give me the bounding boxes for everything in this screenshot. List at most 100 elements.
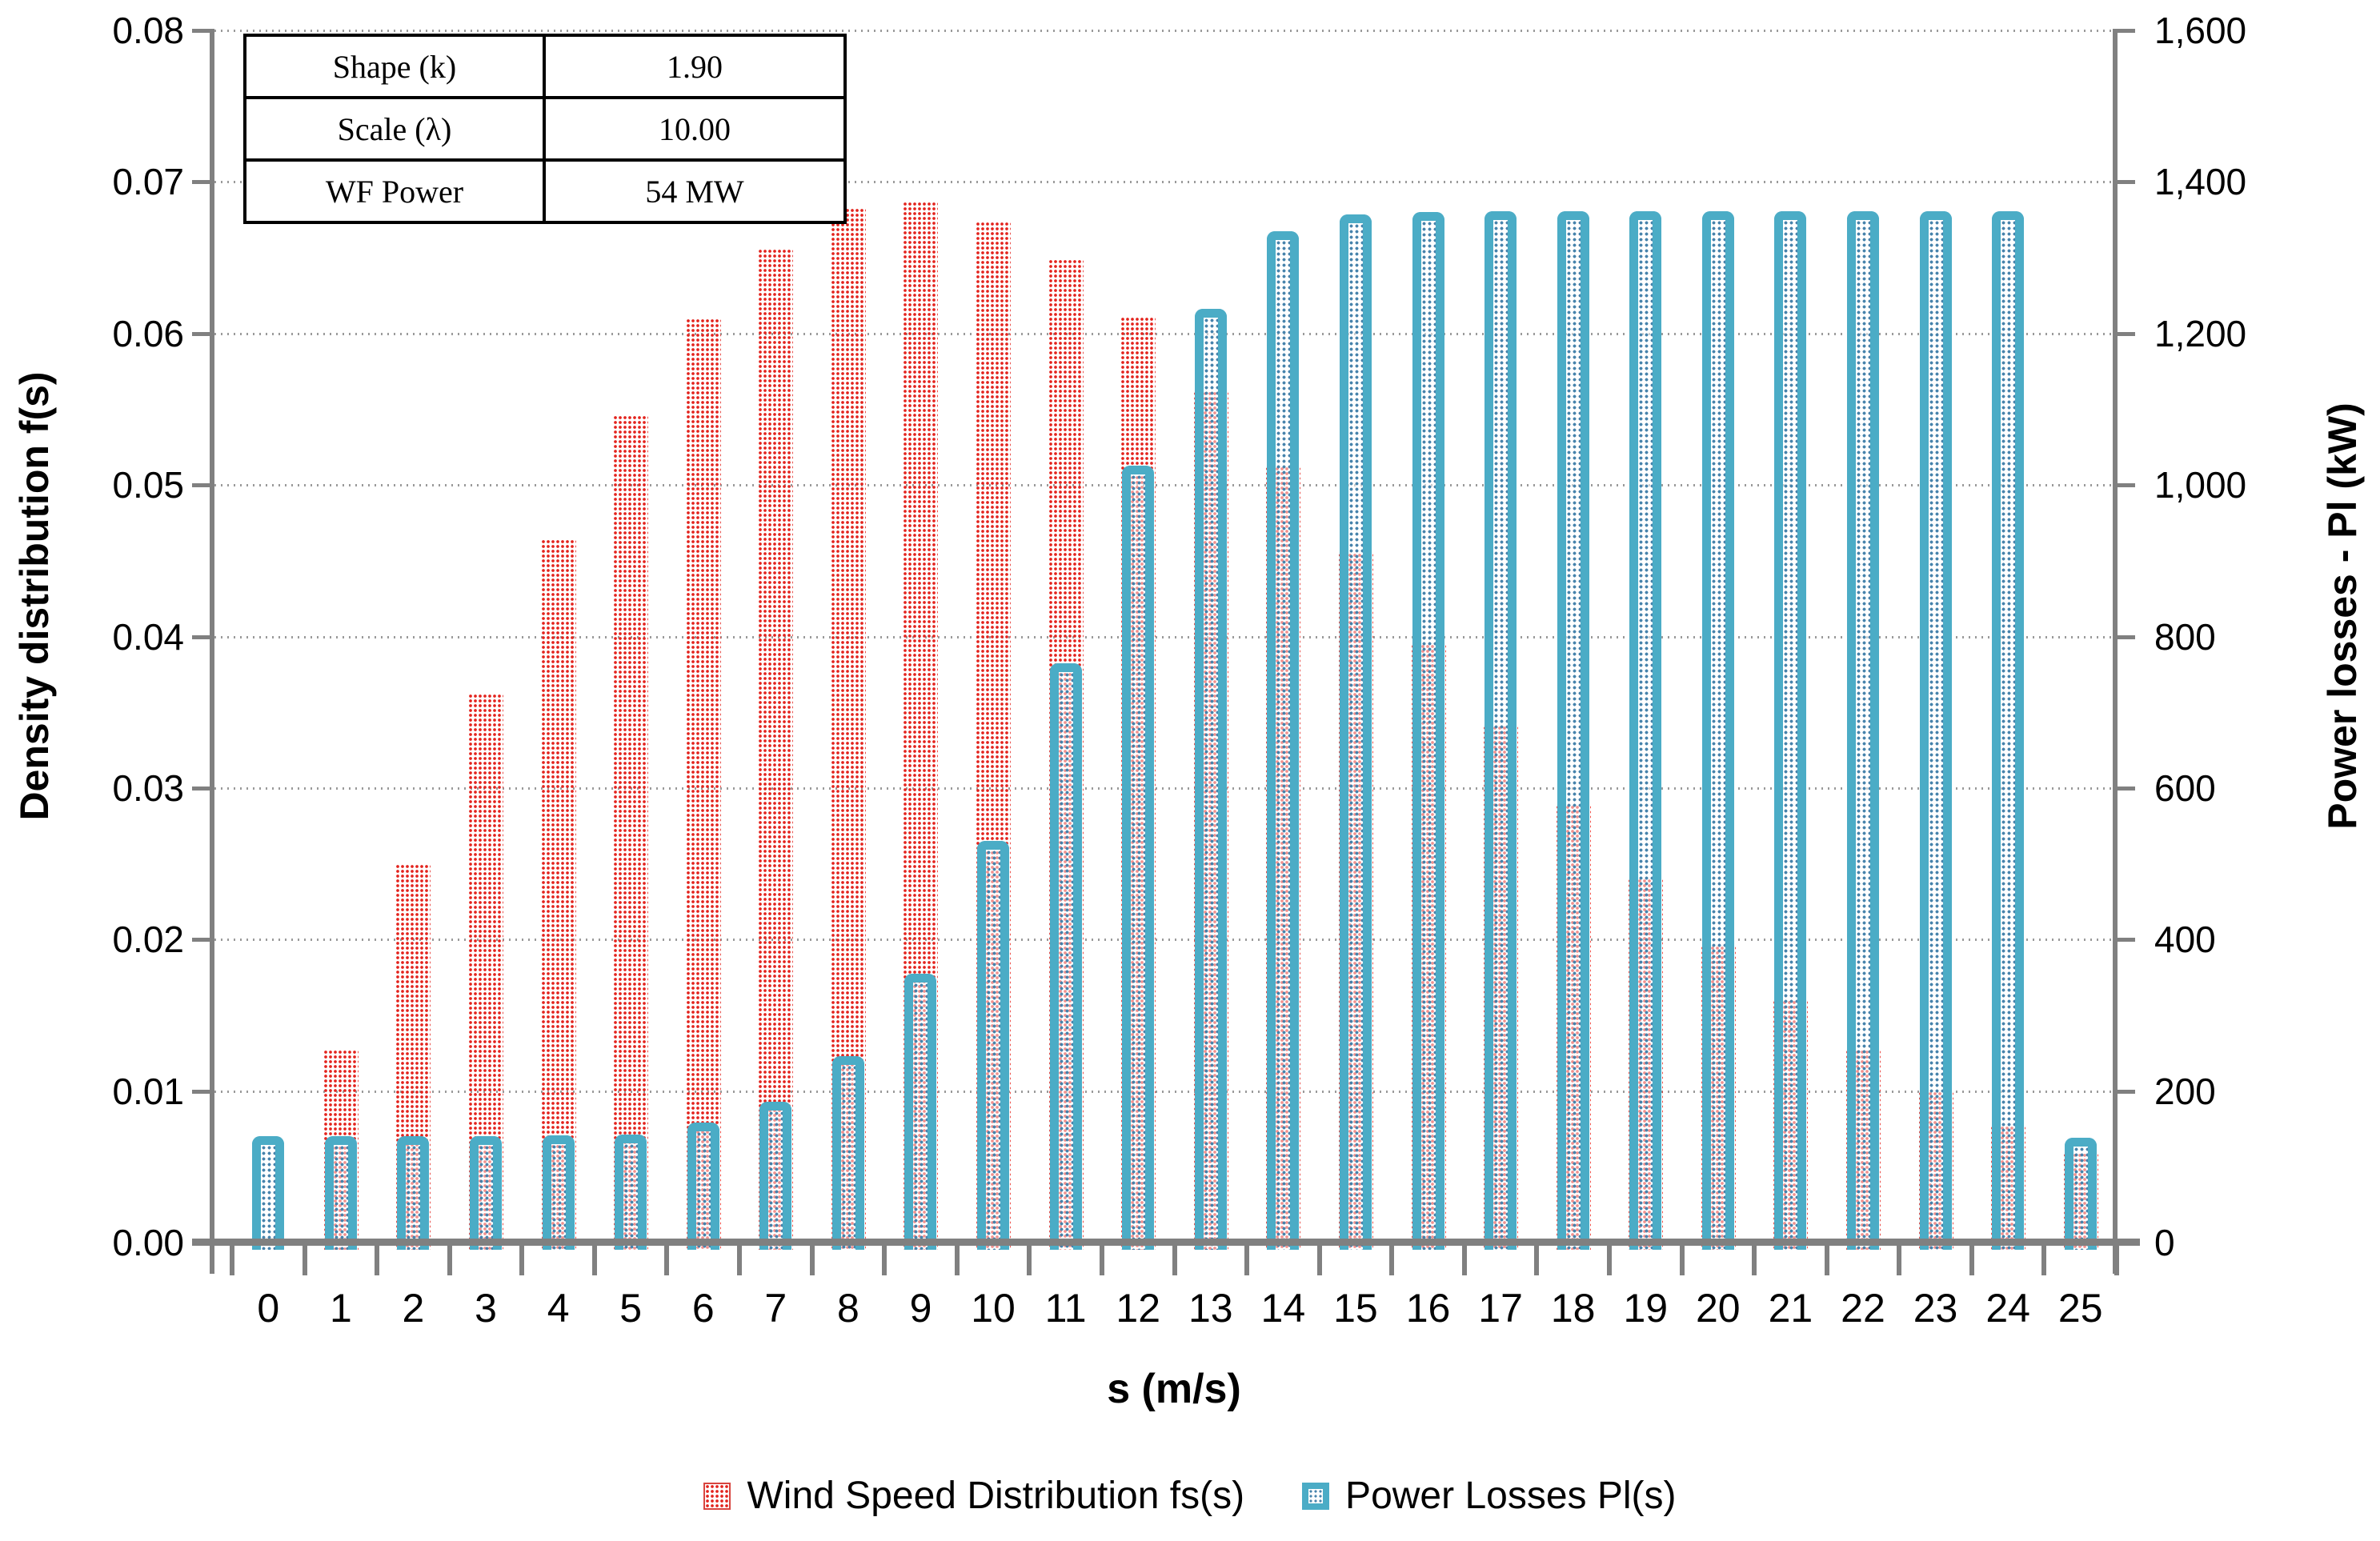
power-loss-bar (1701, 211, 1734, 1250)
x-boundary-tick (1027, 1243, 1032, 1275)
x-boundary-tick (1969, 1243, 1974, 1275)
y-gridline (214, 181, 2114, 184)
right-y-tick (2113, 786, 2135, 791)
power-losses-swatch-icon (1302, 1482, 1330, 1510)
left-y-tick (192, 29, 214, 33)
x-boundary-tick (809, 1243, 815, 1275)
x-boundary-tick (1534, 1243, 1540, 1275)
wind-speed-bar (613, 415, 649, 1250)
right-y-tick (2113, 180, 2135, 185)
right-y-tick-label: 800 (2154, 615, 2216, 658)
x-boundary-tick (591, 1243, 597, 1275)
x-tick-label: 13 (1188, 1286, 1233, 1331)
left-y-tick-label: 0.08 (112, 10, 184, 51)
left-y-tick-label: 0.05 (112, 464, 184, 506)
y-gridline (214, 332, 2114, 335)
x-tick-label: 4 (547, 1286, 570, 1331)
right-y-tick (2113, 938, 2135, 943)
power-loss-bar (1412, 212, 1444, 1250)
left-y-tick (192, 483, 214, 488)
x-boundary-tick (230, 1243, 234, 1275)
power-loss-bar (1122, 466, 1155, 1250)
y-gridline (214, 635, 2114, 638)
right-y-tick-label: 1,600 (2154, 10, 2247, 51)
x-tick-label: 2 (402, 1286, 425, 1331)
power-loss-bar (1194, 309, 1227, 1250)
x-boundary-tick (954, 1243, 960, 1275)
x-boundary-tick (882, 1243, 887, 1275)
chart-legend: Wind Speed Distribution fs(s) Power Losse… (0, 1474, 2380, 1518)
x-boundary-tick (737, 1243, 743, 1275)
left-y-tick (192, 180, 214, 185)
power-loss-bar (1629, 211, 1662, 1250)
x-boundary-tick (1606, 1243, 1612, 1275)
power-loss-bar (1919, 211, 1952, 1250)
param-label: Scale (λ) (243, 96, 546, 162)
x-tick-label: 22 (1841, 1286, 1885, 1331)
x-tick-label: 8 (836, 1286, 859, 1331)
wind-speed-swatch-icon (703, 1482, 731, 1510)
right-y-tick-label: 1,200 (2154, 312, 2247, 354)
left-y-tick (192, 786, 214, 791)
left-y-tick-label: 0.01 (112, 1070, 184, 1112)
x-boundary-tick (519, 1243, 525, 1275)
power-loss-bar (1992, 211, 2025, 1250)
legend-item: Power Losses Pl(s) (1302, 1474, 1677, 1518)
power-loss-bar (1484, 211, 1517, 1250)
right-axis-title: Power losses - Pl (kW) (2320, 402, 2365, 830)
x-tick-label: 25 (2057, 1286, 2103, 1331)
weibull-parameter-table: Shape (k) 1.90 Scale (λ) 10.00 WF Power 54 MW (243, 34, 847, 224)
y-gridline (214, 939, 2114, 942)
power-loss-bar (1846, 211, 1879, 1250)
x-tick-label: 9 (909, 1286, 932, 1331)
left-y-tick-label: 0.00 (112, 1222, 184, 1263)
power-loss-bar (687, 1123, 719, 1250)
power-loss-bar (831, 1056, 864, 1250)
power-loss-bar (1267, 231, 1300, 1250)
power-loss-bar (1557, 211, 1589, 1250)
param-value: 54 MW (543, 158, 847, 224)
power-loss-bar (1774, 211, 1807, 1250)
power-loss-bar (1339, 214, 1372, 1250)
power-loss-bar (759, 1102, 792, 1250)
x-tick-label: 19 (1623, 1286, 1669, 1331)
power-loss-bar (977, 841, 1010, 1250)
x-tick-label: 20 (1696, 1286, 1741, 1331)
right-y-tick (2113, 29, 2135, 33)
x-axis-line (192, 1239, 2140, 1246)
wind-speed-bar (685, 318, 721, 1250)
right-y-tick-label: 0 (2154, 1222, 2175, 1263)
right-y-tick (2113, 331, 2135, 336)
y-gridline (214, 787, 2114, 790)
x-tick-label: 1 (329, 1286, 352, 1331)
right-y-tick-label: 200 (2154, 1070, 2216, 1112)
legend-label: Power Losses Pl(s) (1345, 1475, 1677, 1517)
x-boundary-tick (1389, 1243, 1395, 1275)
right-y-tick (2113, 634, 2135, 639)
x-tick-label: 10 (971, 1286, 1016, 1331)
x-tick-label: 11 (1044, 1286, 1087, 1331)
right-y-tick (2113, 1089, 2135, 1094)
right-y-tick-label: 1,400 (2154, 161, 2247, 203)
x-boundary-tick (1244, 1243, 1250, 1275)
power-loss-bar (252, 1136, 285, 1250)
x-tick-label: 12 (1116, 1286, 1161, 1331)
x-tick-label: 3 (475, 1286, 497, 1331)
x-tick-label: 18 (1550, 1286, 1596, 1331)
x-boundary-tick (1679, 1243, 1685, 1275)
x-tick-label: 7 (764, 1286, 787, 1331)
x-boundary-tick (1897, 1243, 1902, 1275)
x-boundary-tick (1099, 1243, 1104, 1275)
left-y-tick-label: 0.03 (112, 766, 184, 809)
x-tick-label: 16 (1405, 1286, 1451, 1331)
x-tick-label: 15 (1333, 1286, 1378, 1331)
right-y-tick-label: 400 (2154, 919, 2216, 961)
left-y-tick (192, 634, 214, 639)
left-y-tick-label: 0.07 (112, 161, 184, 203)
x-tick-label: 24 (1985, 1286, 2030, 1331)
legend-label: Wind Speed Distribution fs(s) (747, 1475, 1245, 1517)
x-boundary-tick (1316, 1243, 1322, 1275)
x-tick-label: 21 (1768, 1286, 1813, 1331)
power-loss-bar (470, 1136, 503, 1250)
